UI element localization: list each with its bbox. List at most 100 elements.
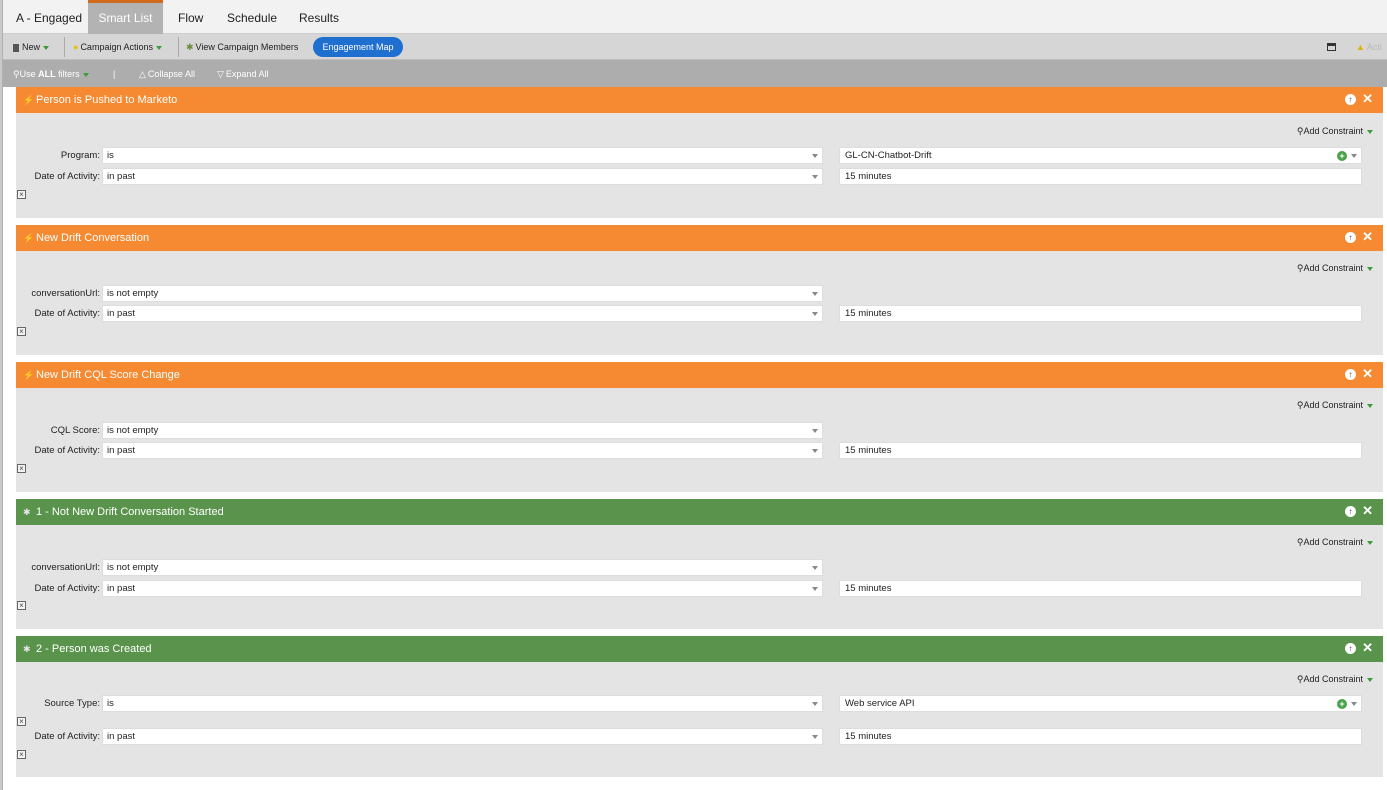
remove-constraint-icon[interactable]: × <box>17 601 26 610</box>
value-text: Web service API <box>845 698 915 709</box>
move-up-icon[interactable]: ↑ <box>1345 643 1356 654</box>
filter-title: New Drift Conversation <box>36 232 150 244</box>
constraint-icon: ⚲ <box>1296 537 1304 547</box>
tab-bar: A - Engaged Smart List Flow Schedule Res… <box>0 0 1387 34</box>
filter-card: ⚡ New Drift Conversation ↑ ✕ ⚲Add Constr… <box>16 225 1383 355</box>
chevron-down-icon[interactable] <box>1351 154 1357 158</box>
chevron-down-icon <box>812 587 818 591</box>
engagement-map-button[interactable]: Engagement Map <box>313 37 403 57</box>
filter-card: ✱ 2 - Person was Created ↑ ✕ ⚲Add Constr… <box>16 636 1383 777</box>
remove-constraint-icon[interactable]: × <box>17 190 26 199</box>
filter-header[interactable]: ✱ 1 - Not New Drift Conversation Started… <box>16 499 1383 525</box>
tab-schedule[interactable]: Schedule <box>227 11 278 25</box>
operator-select[interactable]: is not empty <box>102 285 823 302</box>
operator-value: in past <box>107 731 135 742</box>
filter-header[interactable]: ⚡ New Drift CQL Score Change ↑ ✕ <box>16 362 1383 388</box>
value-field[interactable]: 15 minutes <box>839 728 1362 745</box>
filter-header[interactable]: ⚡ New Drift Conversation ↑ ✕ <box>16 225 1383 251</box>
filter-title: Person is Pushed to Marketo <box>36 94 178 106</box>
close-icon[interactable]: ✕ <box>1362 229 1373 244</box>
operator-select[interactable]: in past <box>102 442 823 459</box>
filter-card: ✱ 1 - Not New Drift Conversation Started… <box>16 499 1383 629</box>
tab-a-engaged[interactable]: A - Engaged <box>16 11 83 25</box>
left-edge <box>0 0 3 790</box>
close-icon[interactable]: ✕ <box>1362 366 1373 381</box>
constraint-icon: ⚲ <box>1296 674 1304 684</box>
remove-constraint-icon[interactable]: × <box>17 717 26 726</box>
close-icon[interactable]: ✕ <box>1362 503 1373 518</box>
trigger-icon: ⚡ <box>23 95 35 105</box>
value-text: 15 minutes <box>845 583 892 594</box>
use-all-filters-menu[interactable]: ⚲Use ALL filters <box>13 68 89 80</box>
filter-options-bar: ⚲Use ALL filters | △ Collapse All ▽ Expand… <box>3 60 1387 87</box>
operator-select[interactable]: in past <box>102 168 823 185</box>
campaign-actions-menu[interactable]: ● Campaign Actions <box>73 40 162 54</box>
add-constraint-button[interactable]: ⚲Add Constraint <box>1297 673 1373 685</box>
close-icon[interactable]: ✕ <box>1362 640 1373 655</box>
add-constraint-button[interactable]: ⚲Add Constraint <box>1297 262 1373 274</box>
add-constraint-label: Add Constraint <box>1303 674 1363 684</box>
operator-select[interactable]: is not empty <box>102 422 823 439</box>
operator-value: in past <box>107 171 135 182</box>
value-field[interactable]: GL-CN-Chatbot-Drift + <box>839 147 1362 164</box>
activate-button[interactable]: ▲ Acti <box>1356 40 1382 54</box>
tab-results[interactable]: Results <box>299 11 340 25</box>
chevron-down-icon <box>82 72 89 77</box>
funnel-icon: ⚲ <box>13 69 20 79</box>
chevron-down-icon <box>812 702 818 706</box>
chevron-down-icon <box>1367 540 1373 545</box>
new-menu[interactable]: New <box>13 40 50 54</box>
move-up-icon[interactable]: ↑ <box>1345 369 1356 380</box>
view-campaign-members-button[interactable]: ✱ View Campaign Members <box>186 40 298 54</box>
add-constraint-button[interactable]: ⚲Add Constraint <box>1297 125 1373 137</box>
value-field[interactable]: 15 minutes <box>839 442 1362 459</box>
value-field[interactable]: Web service API + <box>839 695 1362 712</box>
add-constraint-label: Add Constraint <box>1303 400 1363 410</box>
value-field[interactable]: 15 minutes <box>839 580 1362 597</box>
constraint-icon: ⚲ <box>1296 263 1304 273</box>
filter-title: 1 - Not New Drift Conversation Started <box>36 506 224 518</box>
add-value-icon[interactable]: + <box>1337 699 1347 709</box>
constraint-label: CQL Score: <box>50 425 100 436</box>
add-constraint-button[interactable]: ⚲Add Constraint <box>1297 536 1373 548</box>
value-text: 15 minutes <box>845 445 892 456</box>
operator-select[interactable]: in past <box>102 580 823 597</box>
remove-constraint-icon[interactable]: × <box>17 464 26 473</box>
move-up-icon[interactable]: ↑ <box>1345 506 1356 517</box>
chevron-down-icon[interactable] <box>1351 702 1357 706</box>
chevron-down-icon <box>155 45 162 50</box>
tab-flow[interactable]: Flow <box>178 11 204 25</box>
window-icon[interactable] <box>1327 41 1336 55</box>
constraint-label: Date of Activity: <box>34 583 100 594</box>
filterbar-separator: | <box>113 69 116 79</box>
expand-all-button[interactable]: ▽ Expand All <box>217 68 268 80</box>
value-field[interactable]: 15 minutes <box>839 305 1362 322</box>
close-icon[interactable]: ✕ <box>1362 91 1373 106</box>
operator-select[interactable]: in past <box>102 728 823 745</box>
remove-constraint-icon[interactable]: × <box>17 750 26 759</box>
collapse-all-button[interactable]: △ Collapse All <box>139 68 195 80</box>
chevron-down-icon <box>1367 403 1373 408</box>
operator-select[interactable]: is not empty <box>102 559 823 576</box>
move-up-icon[interactable]: ↑ <box>1345 232 1356 243</box>
filter-header[interactable]: ✱ 2 - Person was Created ↑ ✕ <box>16 636 1383 662</box>
add-constraint-button[interactable]: ⚲Add Constraint <box>1297 399 1373 411</box>
tab-smart-list[interactable]: Smart List <box>88 0 163 34</box>
filter-title: 2 - Person was Created <box>36 643 152 655</box>
operator-select[interactable]: is <box>102 147 823 164</box>
toolbar: New ● Campaign Actions ✱ View Campaign Mem… <box>3 34 1387 60</box>
operator-select[interactable]: is <box>102 695 823 712</box>
people-icon: ✱ <box>186 42 194 52</box>
move-up-icon[interactable]: ↑ <box>1345 94 1356 105</box>
chevron-down-icon <box>812 429 818 433</box>
remove-constraint-icon[interactable]: × <box>17 327 26 336</box>
value-text: 15 minutes <box>845 171 892 182</box>
operator-select[interactable]: in past <box>102 305 823 322</box>
add-value-icon[interactable]: + <box>1337 151 1347 161</box>
constraint-label: Program: <box>60 150 100 161</box>
chevron-down-icon <box>43 45 50 50</box>
filter-header[interactable]: ⚡ Person is Pushed to Marketo ↑ ✕ <box>16 87 1383 113</box>
value-field[interactable]: 15 minutes <box>839 168 1362 185</box>
operator-value: is <box>107 150 114 161</box>
warning-icon: ▲ <box>1356 42 1365 52</box>
